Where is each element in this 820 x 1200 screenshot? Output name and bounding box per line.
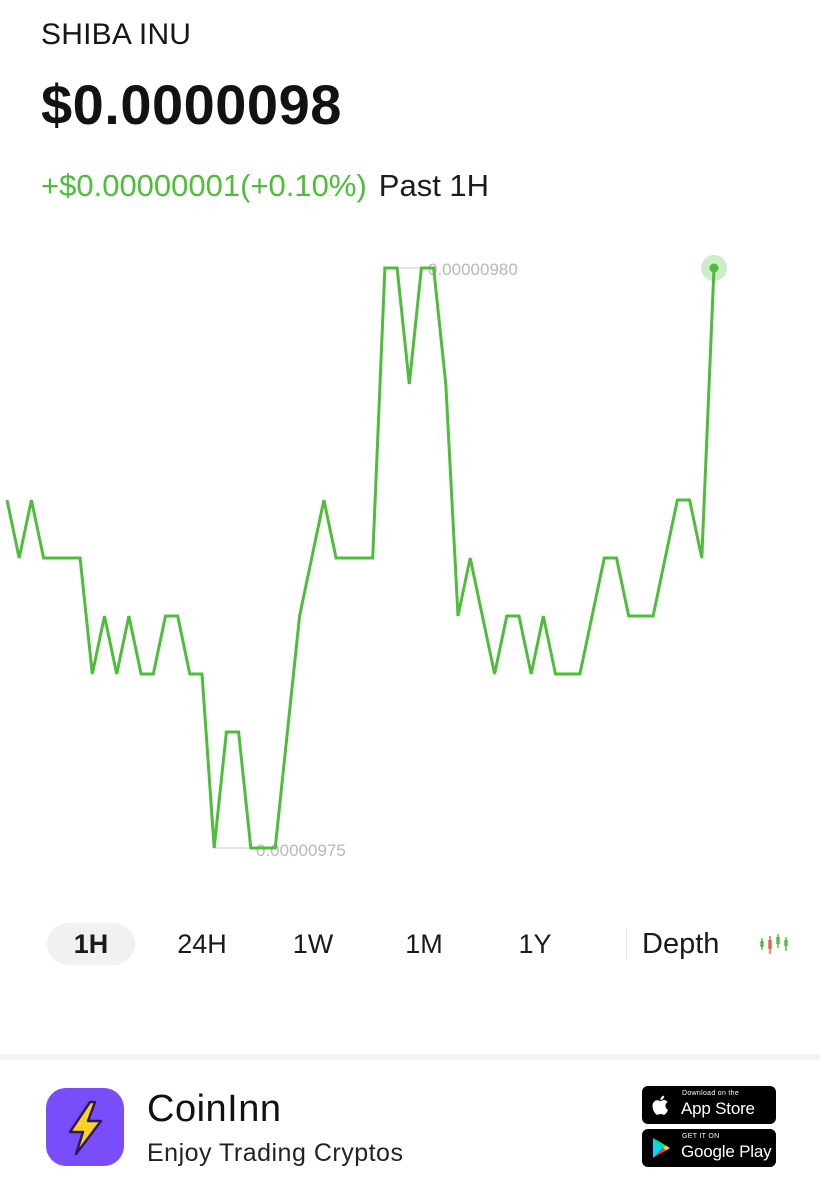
range-tab-1y[interactable]: 1Y [518,928,552,959]
app-store-small-text: Download on the [682,1090,740,1097]
google-play-icon [653,1138,670,1158]
range-tab-1h[interactable]: 1H [47,923,135,965]
apple-icon [652,1095,668,1115]
current-price: $0.0000098 [41,73,342,136]
price-change-row: +$0.00000001(+0.10%) Past 1H [41,166,489,206]
price-change-period: Past 1H [378,168,490,203]
price-change-value: +$0.00000001(+0.10%) [41,168,367,203]
app-name: CoinInn [147,1088,282,1130]
google-play-big-text: Google Play [681,1142,772,1161]
app-store-badge[interactable]: Download on the App Store [642,1086,776,1124]
chart-low-label: 0.00000975 [256,841,346,860]
lightning-bolt-icon [68,1100,103,1156]
range-tab-1w[interactable]: 1W [292,928,334,959]
app-tagline: Enjoy Trading Cryptos [147,1139,404,1167]
chart-last-point [709,263,719,273]
app-icon[interactable] [46,1088,124,1166]
candlestick-icon[interactable] [757,930,793,958]
asset-name: SHIBA INU [41,18,192,51]
range-divider [626,928,627,960]
price-chart[interactable]: 0.00000980 0.00000975 [0,0,820,900]
chart-price-line [5,266,716,850]
range-tab-1m[interactable]: 1M [405,928,443,959]
range-tab-24h[interactable]: 24H [177,928,227,959]
chart-high-label: 0.00000980 [428,260,518,279]
time-range-selector: 1H 24H 1W 1M 1Y Depth [0,918,820,970]
google-play-small-text: GET IT ON [682,1133,720,1140]
google-play-badge[interactable]: GET IT ON Google Play [642,1129,776,1167]
app-store-big-text: App Store [681,1099,755,1118]
footer-divider [0,1054,820,1060]
depth-button[interactable]: Depth [642,927,720,960]
